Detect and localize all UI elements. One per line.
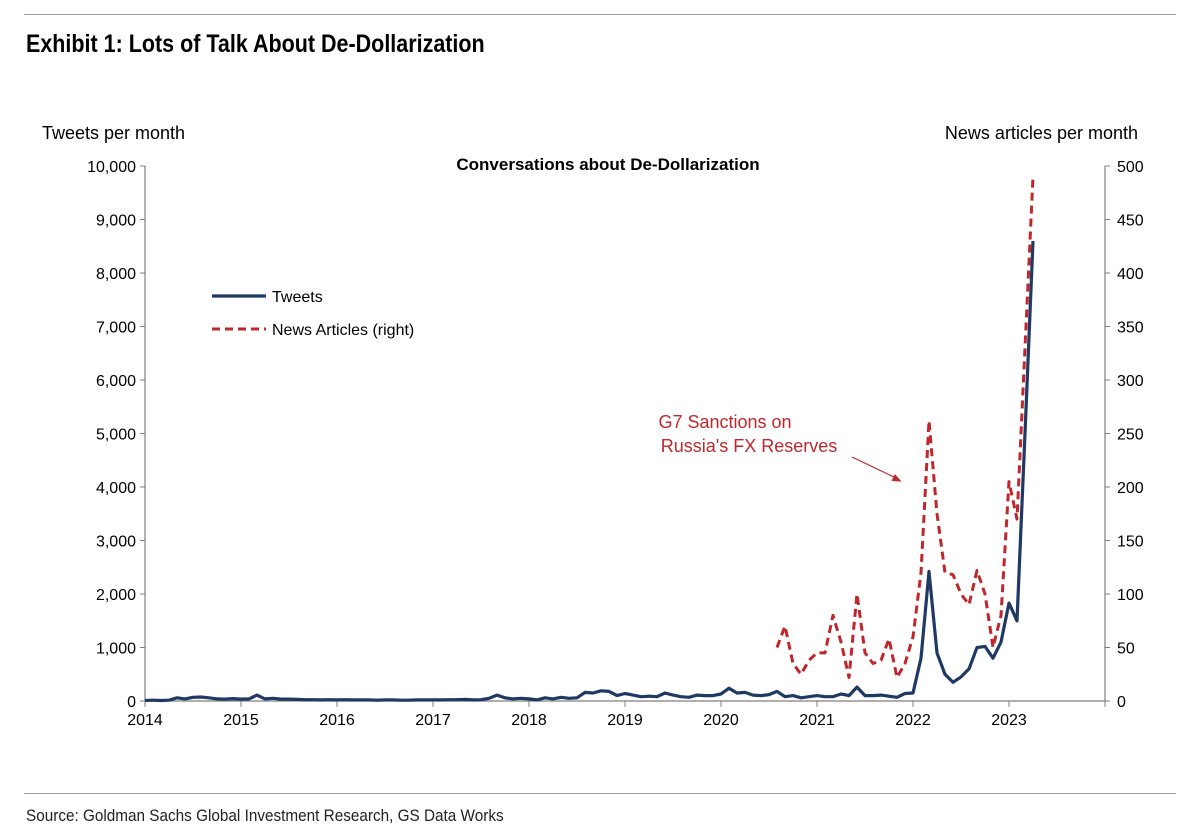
legend-label-tweets: Tweets [272,289,323,306]
y-left-tick-label: 0 [127,694,136,711]
legend: Tweets News Articles (right) [212,289,414,339]
annotation: G7 Sanctions on Russia's FX Reserves [658,412,902,482]
y-right-tick-label: 100 [1117,587,1144,604]
y-left-tick-label: 8,000 [96,266,136,283]
annotation-arrow-line [851,456,900,481]
y-right-tick-label: 200 [1117,480,1144,497]
legend-label-news: News Articles (right) [272,322,414,339]
y-left-tick-label: 1,000 [96,641,136,658]
x-tick-label: 2019 [607,712,643,729]
exhibit-title: Exhibit 1: Lots of Talk About De-Dollari… [26,30,485,58]
x-tick-label: 2016 [319,712,355,729]
series-line-tweets [144,240,1035,703]
left-axis-label: Tweets per month [42,123,185,143]
y-right-tick-label: 450 [1117,213,1144,230]
y-left-tick-label: 3,000 [96,534,136,551]
series-layer [144,176,1035,703]
x-tick-label: 2020 [703,712,739,729]
y-left-tick-label: 5,000 [96,427,136,444]
y-right-tick-label: 250 [1117,427,1144,444]
y-right-tick-label: 150 [1117,534,1144,551]
bottom-rule [24,793,1176,794]
y-left-tick-label: 2,000 [96,587,136,604]
x-tick-label: 2021 [799,712,835,729]
y-left-tick-label: 7,000 [96,320,136,337]
x-axis: 2014 2015 2016 2017 2018 2019 2020 2021 2022 2023 [127,701,1106,729]
series-line-news-articles [775,176,1035,679]
x-tick-label: 2017 [415,712,451,729]
y-left-tick-label: 9,000 [96,213,136,230]
left-y-axis: 0 1,000 2,000 3,000 4,000 5,000 6,000 7,000 8,00… [87,159,145,711]
y-right-tick-label: 0 [1117,694,1126,711]
y-right-tick-label: 500 [1117,159,1144,176]
y-right-tick-label: 50 [1117,641,1135,658]
annotation-line-1: G7 Sanctions on [658,412,791,432]
y-left-tick-label: 10,000 [87,159,136,176]
right-axis-label: News articles per month [945,123,1138,143]
top-rule [24,14,1176,15]
annotation-arrowhead [891,474,902,482]
source-note: Source: Goldman Sachs Global Investment … [26,806,504,825]
y-right-tick-label: 300 [1117,373,1144,390]
right-y-axis: 0 50 100 150 200 250 300 350 400 450 500 [1105,159,1144,711]
dual-axis-line-chart: 0 1,000 2,000 3,000 4,000 5,000 6,000 7,000 8,00… [42,123,1144,729]
plot-frame [144,166,1106,702]
y-right-tick-label: 400 [1117,266,1144,283]
x-tick-label: 2023 [991,712,1027,729]
x-tick-label: 2022 [895,712,931,729]
annotation-line-2: Russia's FX Reserves [661,436,837,456]
chart-title: Conversations about De-Dollarization [456,155,759,174]
y-left-tick-label: 6,000 [96,373,136,390]
y-right-tick-label: 350 [1117,320,1144,337]
y-left-tick-label: 4,000 [96,480,136,497]
x-tick-label: 2018 [511,712,547,729]
x-tick-label: 2015 [223,712,259,729]
x-tick-label: 2014 [127,712,163,729]
